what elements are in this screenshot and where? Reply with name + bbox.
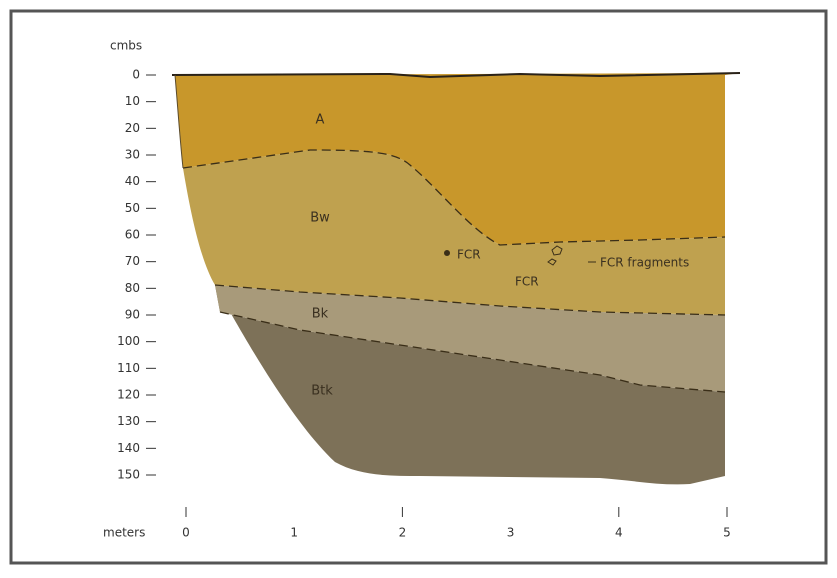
depth-tick-label: 150 [117, 468, 140, 482]
annotation: FCR [515, 275, 539, 289]
distance-tick-label: 5 [723, 526, 731, 540]
depth-axis-label: cmbs [110, 39, 142, 53]
depth-tick-label: 120 [117, 388, 140, 402]
depth-tick-label: 40 [125, 174, 140, 188]
depth-tick-label: 30 [125, 148, 140, 162]
distance-axis-label: meters [103, 526, 145, 540]
depth-tick-label: 100 [117, 334, 140, 348]
depth-tick-label: 10 [125, 94, 140, 108]
depth-tick-label: 60 [125, 228, 140, 242]
horizon-label: Btk [311, 384, 333, 399]
annotation: FCR fragments [600, 256, 689, 270]
depth-tick-label: 90 [125, 308, 140, 322]
distance-tick-label: 3 [507, 526, 515, 540]
depth-tick-label: 140 [117, 441, 140, 455]
horizon-label: A [316, 113, 325, 128]
depth-tick-label: 80 [125, 281, 140, 295]
depth-tick-label: 70 [125, 254, 140, 268]
depth-tick-label: 110 [117, 361, 140, 375]
distance-tick-label: 4 [615, 526, 623, 540]
soil-profile: cmbs meters A Bw Bk Btk FCR FCR FCR frag… [0, 0, 837, 574]
annotation: FCR [457, 248, 481, 262]
fcr-marker [444, 250, 450, 256]
horizon-label: Bw [310, 211, 330, 226]
distance-tick-label: 1 [290, 526, 298, 540]
horizon-label: Bk [312, 307, 329, 322]
depth-tick-label: 130 [117, 414, 140, 428]
depth-tick-label: 20 [125, 121, 140, 135]
depth-tick-label: 50 [125, 201, 140, 215]
distance-tick-label: 2 [399, 526, 407, 540]
distance-tick-label: 0 [182, 526, 190, 540]
depth-tick-label: 0 [132, 68, 140, 82]
